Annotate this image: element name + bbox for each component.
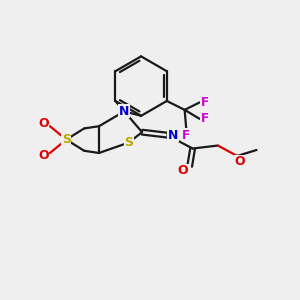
Text: S: S	[62, 133, 71, 146]
Text: O: O	[38, 149, 49, 162]
Text: O: O	[235, 155, 245, 168]
Text: O: O	[38, 117, 49, 130]
Text: S: S	[124, 136, 133, 149]
Text: F: F	[201, 112, 209, 125]
Text: N: N	[119, 105, 129, 118]
Text: N: N	[167, 129, 178, 142]
Text: F: F	[201, 96, 209, 109]
Text: O: O	[178, 164, 188, 177]
Text: F: F	[182, 129, 190, 142]
